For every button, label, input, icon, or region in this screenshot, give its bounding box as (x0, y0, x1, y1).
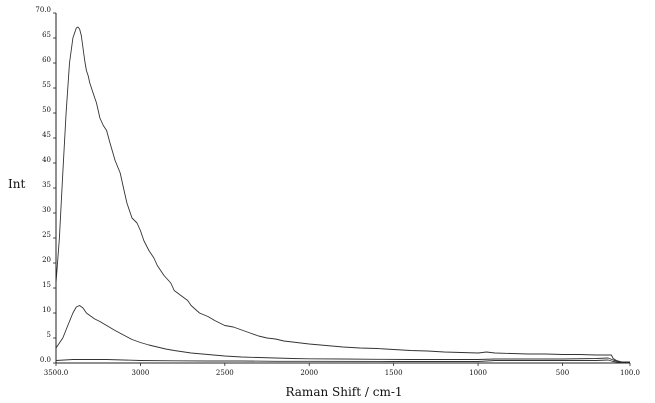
x-tick-label: 1500 (385, 369, 403, 377)
y-tick-label: 25 (42, 231, 51, 239)
y-tick-label: 30 (42, 206, 51, 214)
y-tick-label: 45 (42, 131, 51, 139)
y-tick-label: 20 (42, 256, 51, 264)
y-tick-label: 0.0 (40, 356, 51, 364)
y-tick-label: 5 (47, 331, 51, 339)
series-line-2 (55, 305, 631, 363)
y-tick-label: 65 (42, 31, 51, 39)
y-tick-label: 15 (42, 281, 51, 289)
y-tick-label: 35 (42, 181, 51, 189)
x-tick-label: 3000 (131, 369, 149, 377)
x-tick-label: 500 (556, 369, 569, 377)
series-layer (55, 26, 631, 364)
y-tick-label: 10 (42, 306, 51, 314)
y-tick-label: 55 (42, 81, 51, 89)
y-axis-ticks: 0.0 5 10 15 20 25 30 35 40 45 50 55 60 65 70.0 (35, 6, 56, 364)
x-axis-label: Raman Shift / cm-1 (285, 385, 402, 399)
y-tick-label: 60 (42, 56, 51, 64)
x-tick-label: 100.0 (620, 369, 640, 377)
x-tick-label: 2000 (300, 369, 318, 377)
y-tick-label: 40 (42, 156, 51, 164)
x-tick-label: 3500.0 (44, 369, 69, 377)
y-axis-label: Int (8, 177, 25, 191)
y-tick-label: 70.0 (35, 6, 51, 14)
series-line-3 (55, 359, 631, 364)
series-line-1 (55, 26, 630, 363)
x-axis-ticks: 3500.0 3000 2500 2000 1500 1000 500 100.0 (44, 363, 640, 377)
y-tick-label: 50 (42, 106, 51, 114)
x-tick-label: 2500 (216, 369, 234, 377)
x-tick-label: 1000 (469, 369, 487, 377)
